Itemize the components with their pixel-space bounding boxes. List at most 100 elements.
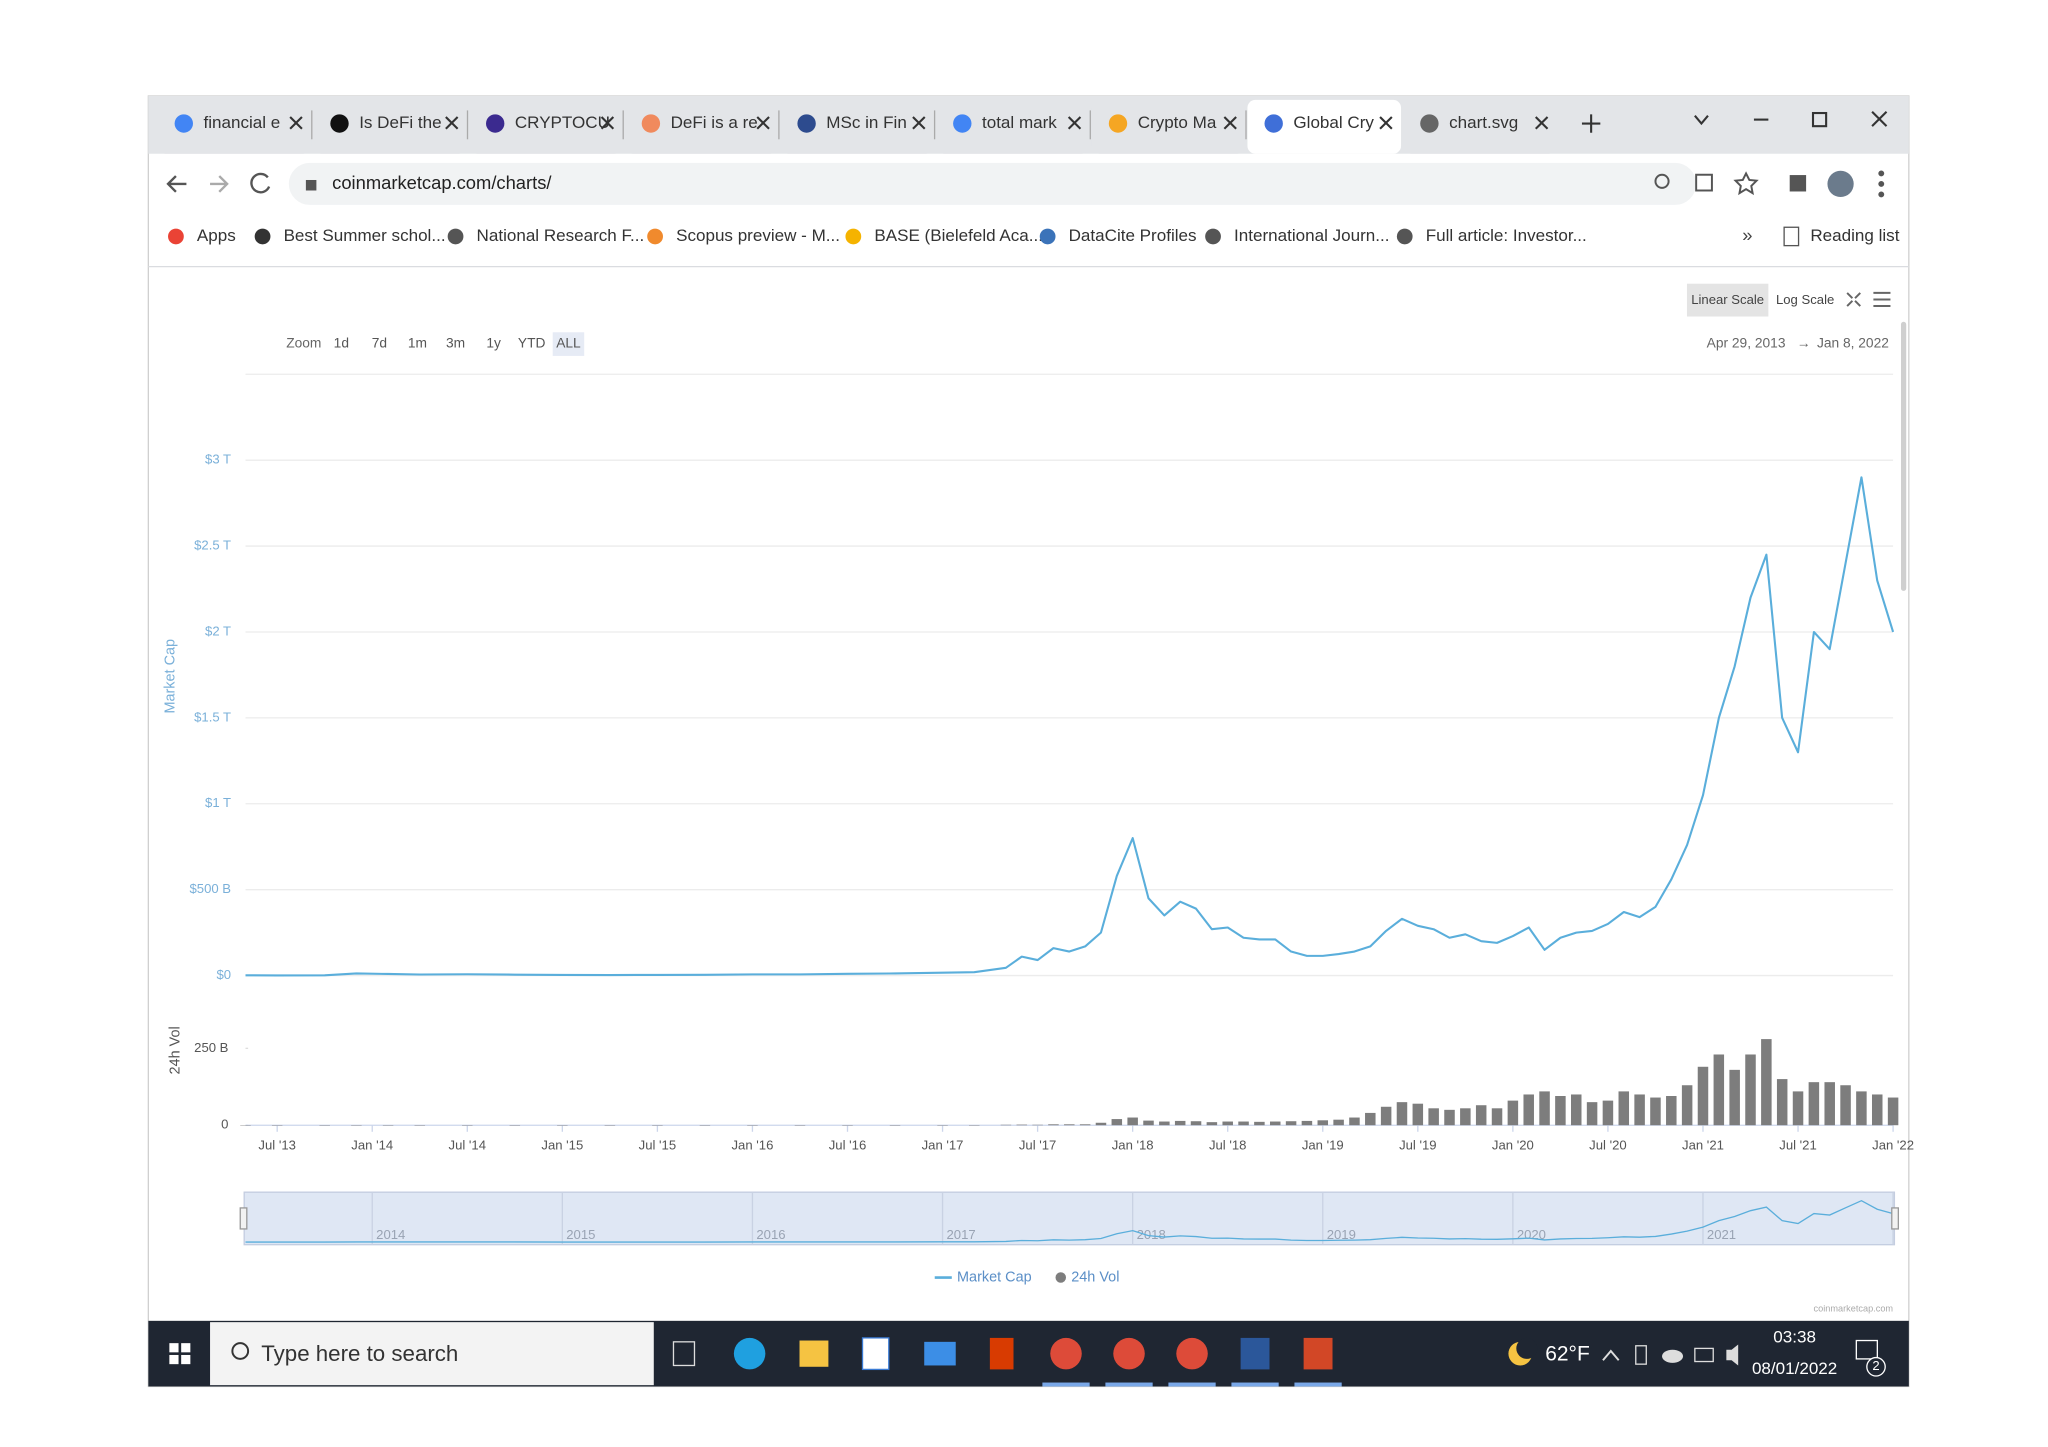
tab[interactable] xyxy=(780,99,934,154)
tab-search[interactable] xyxy=(1694,114,1709,126)
zoom-icon[interactable] xyxy=(1654,173,1670,189)
navigator-handle[interactable] xyxy=(239,1207,248,1230)
menu-dot[interactable] xyxy=(1878,180,1885,187)
menu-dot[interactable] xyxy=(1878,170,1885,177)
tab-close[interactable] xyxy=(1223,116,1237,130)
chrome-icon[interactable] xyxy=(1050,1337,1082,1370)
zoom-option[interactable]: 1m xyxy=(408,336,427,351)
scale-option[interactable]: Log Scale xyxy=(1776,292,1834,307)
tab[interactable] xyxy=(624,99,779,154)
office-icon[interactable] xyxy=(989,1337,1014,1370)
volume-bar xyxy=(1349,1117,1360,1126)
zoom-option[interactable]: 3m xyxy=(446,336,465,351)
tab[interactable] xyxy=(468,99,623,154)
forward-button[interactable] xyxy=(210,175,229,193)
tab-close[interactable] xyxy=(1067,116,1082,130)
tab-title[interactable]: chart.svg xyxy=(1449,113,1518,132)
tab-title[interactable]: DeFi is a re xyxy=(671,113,758,132)
scrollbar[interactable] xyxy=(1900,321,1907,591)
tab-title[interactable]: Global Cry xyxy=(1293,113,1374,132)
edge-icon[interactable] xyxy=(733,1337,766,1370)
scale-option[interactable]: Linear Scale xyxy=(1691,292,1764,307)
more-bookmarks[interactable]: » xyxy=(1742,224,1752,245)
date-to[interactable]: Jan 8, 2022 xyxy=(1817,336,1889,351)
tab-close[interactable] xyxy=(912,116,926,130)
tab-close[interactable] xyxy=(600,116,615,130)
menu-dot[interactable] xyxy=(1878,191,1885,198)
chrome-icon[interactable] xyxy=(1113,1337,1145,1370)
volume-bar xyxy=(1491,1108,1503,1126)
navigator[interactable] xyxy=(243,1191,1896,1246)
close-window[interactable] xyxy=(1871,110,1888,127)
tab[interactable] xyxy=(157,99,312,154)
x-tick-label: Jul '15 xyxy=(639,1138,677,1153)
chrome-icon[interactable] xyxy=(1176,1337,1208,1370)
mail-icon[interactable] xyxy=(924,1341,956,1366)
bookmark[interactable]: National Research F... xyxy=(477,226,645,245)
notification-icon[interactable] xyxy=(1855,1339,1878,1360)
tab-title[interactable]: MSc in Fin xyxy=(826,113,907,132)
zoom-option[interactable]: ALL xyxy=(556,336,581,351)
tab[interactable] xyxy=(1091,99,1246,154)
taskbar-apps xyxy=(672,1337,1342,1387)
taskbar-search[interactable] xyxy=(210,1322,654,1386)
url[interactable]: coinmarketcap.com/charts/ xyxy=(332,172,552,193)
tab-title[interactable]: Crypto Ma xyxy=(1138,113,1217,132)
word-icon[interactable] xyxy=(1240,1337,1270,1370)
zoom-option[interactable]: YTD xyxy=(518,336,546,351)
tab-close[interactable] xyxy=(1379,116,1393,130)
tab-title[interactable]: Is DeFi the xyxy=(359,113,441,132)
bookmark[interactable]: Best Summer schol... xyxy=(284,226,446,245)
tab-title[interactable]: CRYPTOCU xyxy=(515,113,610,132)
tab[interactable] xyxy=(313,99,467,154)
zoom-option[interactable]: 1y xyxy=(486,336,501,351)
navigator-handle[interactable] xyxy=(1891,1207,1899,1230)
extensions-icon[interactable] xyxy=(1789,175,1807,192)
tab-close[interactable] xyxy=(289,116,303,130)
navigator-label: 2018 xyxy=(1137,1227,1166,1242)
legend-label[interactable]: 24h Vol xyxy=(1071,1269,1119,1285)
tab-title[interactable]: total mark xyxy=(982,113,1057,132)
search-placeholder[interactable]: Type here to search xyxy=(261,1341,458,1366)
tab[interactable] xyxy=(936,99,1090,154)
bookmark[interactable]: Scopus preview - M... xyxy=(676,226,840,245)
task-view[interactable] xyxy=(672,1341,696,1367)
omnibox[interactable] xyxy=(288,162,1697,205)
tab[interactable] xyxy=(1403,99,1557,154)
zoom-option[interactable]: 7d xyxy=(372,336,387,351)
restore[interactable] xyxy=(1811,111,1828,128)
tab-close[interactable] xyxy=(1534,116,1549,130)
powerpoint-icon[interactable] xyxy=(1303,1337,1333,1370)
start-button[interactable] xyxy=(169,1343,191,1365)
date-from[interactable]: Apr 29, 2013 xyxy=(1707,336,1786,351)
tab-close[interactable] xyxy=(445,116,459,130)
share-icon[interactable] xyxy=(1695,173,1713,192)
fullscreen-icon[interactable] xyxy=(1846,292,1861,307)
y-tick-label: $2 T xyxy=(205,623,231,638)
legend-label[interactable]: Market Cap xyxy=(957,1269,1032,1285)
reload-button[interactable] xyxy=(250,172,271,194)
bookmark[interactable]: BASE (Bielefeld Aca... xyxy=(874,226,1043,245)
tab-title[interactable]: financial e xyxy=(203,113,280,132)
zoom-option[interactable]: 1d xyxy=(334,336,349,351)
profile-avatar[interactable] xyxy=(1827,170,1854,198)
tab[interactable] xyxy=(1247,99,1402,154)
temperature[interactable]: 62°F xyxy=(1545,1343,1590,1366)
back-button[interactable] xyxy=(166,175,187,193)
bookmark[interactable]: International Journ... xyxy=(1234,226,1389,245)
bookmark[interactable]: DataCite Profiles xyxy=(1069,226,1197,245)
store-icon[interactable] xyxy=(861,1337,890,1371)
volume-bar xyxy=(1444,1109,1455,1126)
clock-date[interactable]: 08/01/2022 xyxy=(1752,1359,1837,1378)
volume-bar xyxy=(1143,1120,1154,1126)
tab-close[interactable] xyxy=(756,116,770,130)
chart-menu[interactable] xyxy=(1873,291,1891,308)
reading-list[interactable]: Reading list xyxy=(1810,226,1899,245)
bookmark[interactable]: Full article: Investor... xyxy=(1426,226,1587,245)
bookmark-star[interactable] xyxy=(1733,171,1759,196)
clock-time[interactable]: 03:38 xyxy=(1773,1327,1816,1346)
explorer-icon[interactable] xyxy=(799,1340,829,1367)
bookmark[interactable]: Apps xyxy=(197,226,236,245)
tab-favicon xyxy=(1420,114,1439,133)
